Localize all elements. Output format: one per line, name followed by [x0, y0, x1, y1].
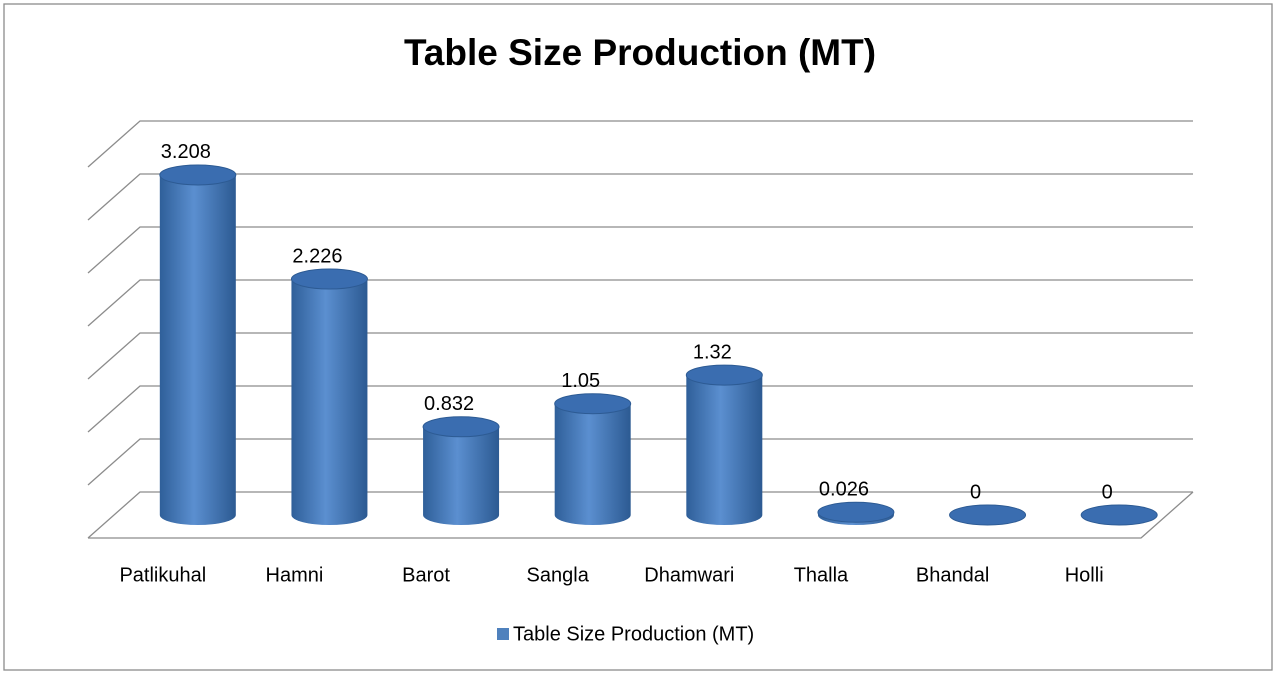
- chart-title: Table Size Production (MT): [404, 32, 876, 73]
- data-label: 1.32: [693, 341, 732, 363]
- bar: [554, 393, 632, 525]
- bar: [422, 416, 500, 525]
- data-label: 0: [970, 481, 981, 503]
- bar-part: [159, 164, 237, 186]
- x-tick-label: Barot: [402, 564, 450, 586]
- floor: [88, 491, 1194, 539]
- data-label: 0.026: [819, 479, 869, 501]
- bar-part: [554, 393, 632, 415]
- bar-part: [423, 426, 500, 525]
- bar-part: [422, 416, 500, 438]
- x-tick-label: Bhandal: [916, 564, 989, 586]
- bar-part: [817, 501, 895, 523]
- legend-swatch: [497, 628, 509, 640]
- x-tick-label: Hamni: [266, 564, 324, 586]
- x-tick-label: Thalla: [794, 564, 849, 586]
- data-label: 2.226: [292, 245, 342, 267]
- bar-part: [686, 375, 763, 525]
- bar-part: [159, 174, 236, 525]
- bar: [685, 364, 763, 525]
- bar-part: [291, 279, 368, 525]
- grid-line: [87, 438, 1193, 486]
- legend-label: Table Size Production (MT): [513, 623, 754, 645]
- bar: [159, 164, 237, 525]
- bar-part: [949, 504, 1027, 526]
- bar-part: [685, 364, 763, 386]
- bar: [949, 504, 1027, 526]
- bar: [817, 501, 895, 525]
- data-label: 0.832: [424, 393, 474, 415]
- grid-line: [87, 120, 1193, 168]
- grid-line: [87, 385, 1193, 433]
- x-tick-label: Patlikuhal: [119, 564, 206, 586]
- grid-line: [87, 226, 1193, 274]
- data-label: 3.208: [161, 141, 211, 163]
- bar: [1080, 504, 1158, 526]
- bar-part: [1080, 504, 1158, 526]
- data-label: 1.05: [561, 370, 600, 392]
- grid-line: [87, 279, 1193, 327]
- x-tick-label: Dhamwari: [644, 564, 734, 586]
- x-tick-label: Holli: [1065, 564, 1104, 586]
- data-label: 0: [1102, 481, 1113, 503]
- x-tick-label: Sangla: [527, 564, 590, 586]
- bar-part: [290, 268, 368, 290]
- grid-line: [87, 332, 1193, 380]
- grid-line: [87, 173, 1193, 221]
- bar-part: [554, 403, 631, 525]
- bar: [290, 268, 368, 525]
- grid-line: [87, 491, 1193, 539]
